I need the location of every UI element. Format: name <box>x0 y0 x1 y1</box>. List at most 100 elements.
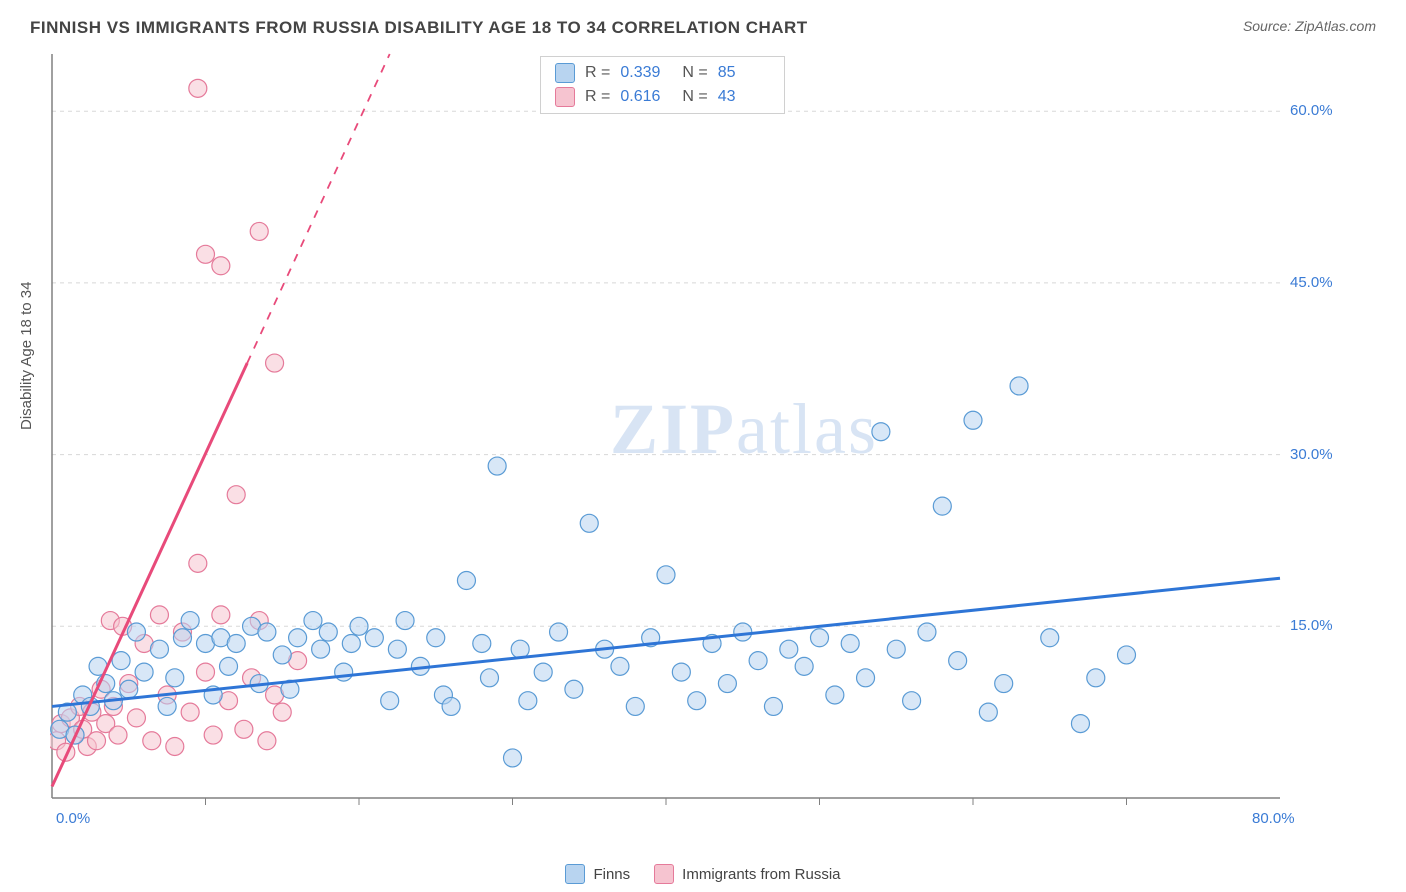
scatter-point <box>427 629 445 647</box>
x-tick-label: 0.0% <box>56 810 90 827</box>
scatter-point <box>734 623 752 641</box>
legend-bottom: Finns Immigrants from Russia <box>0 864 1406 884</box>
legend-item: Finns <box>565 864 630 884</box>
scatter-point <box>189 554 207 572</box>
scatter-point <box>887 640 905 658</box>
scatter-point <box>258 732 276 750</box>
scatter-point <box>388 640 406 658</box>
scatter-point <box>626 697 644 715</box>
scatter-point <box>109 726 127 744</box>
scatter-point <box>1087 669 1105 687</box>
scatter-point <box>857 669 875 687</box>
scatter-point <box>150 640 168 658</box>
scatter-point <box>312 640 330 658</box>
stat-row: R =0.616N =43 <box>541 85 784 109</box>
stat-r-label: R = <box>585 64 610 82</box>
scatter-point <box>979 703 997 721</box>
y-tick-label: 30.0% <box>1290 446 1333 463</box>
scatter-point <box>235 720 253 738</box>
scatter-point <box>181 612 199 630</box>
scatter-point <box>1041 629 1059 647</box>
scatter-point <box>350 617 368 635</box>
scatter-point <box>534 663 552 681</box>
scatter-point <box>381 692 399 710</box>
scatter-point <box>273 703 291 721</box>
stat-n-value: 43 <box>718 88 770 106</box>
scatter-point <box>1010 377 1028 395</box>
scatter-point <box>964 411 982 429</box>
scatter-point <box>120 680 138 698</box>
scatter-point <box>227 486 245 504</box>
scatter-point <box>749 652 767 670</box>
scatter-point <box>550 623 568 641</box>
stat-r-value: 0.616 <box>620 88 672 106</box>
legend-swatch <box>555 87 575 107</box>
chart-area: ZIPatlas R =0.339N =85R =0.616N =43 <box>50 48 1406 823</box>
scatter-point <box>611 657 629 675</box>
legend-swatch <box>654 864 674 884</box>
trend-line-dashed <box>247 54 389 363</box>
stat-n-label: N = <box>682 64 707 82</box>
scatter-point <box>811 629 829 647</box>
scatter-point <box>1118 646 1136 664</box>
scatter-point <box>1071 715 1089 733</box>
scatter-point <box>841 634 859 652</box>
x-tick-label: 80.0% <box>1252 810 1295 827</box>
scatter-point <box>220 657 238 675</box>
y-tick-label: 60.0% <box>1290 102 1333 119</box>
scatter-point <box>250 222 268 240</box>
scatter-point <box>158 697 176 715</box>
scatter-point <box>127 709 145 727</box>
scatter-point <box>780 640 798 658</box>
scatter-point <box>319 623 337 641</box>
scatter-point <box>342 634 360 652</box>
scatter-point <box>365 629 383 647</box>
scatter-point <box>289 629 307 647</box>
scatter-point <box>457 572 475 590</box>
chart-title: FINNISH VS IMMIGRANTS FROM RUSSIA DISABI… <box>30 18 808 38</box>
legend-swatch <box>565 864 585 884</box>
scatter-point <box>166 737 184 755</box>
scatter-point <box>212 257 230 275</box>
y-axis-label: Disability Age 18 to 34 <box>18 282 35 430</box>
legend-label: Immigrants from Russia <box>682 866 840 883</box>
source-label: Source: ZipAtlas.com <box>1243 18 1376 34</box>
scatter-point <box>657 566 675 584</box>
scatter-point <box>127 623 145 641</box>
trend-line <box>52 363 247 787</box>
scatter-point <box>519 692 537 710</box>
scatter-point <box>918 623 936 641</box>
stat-n-value: 85 <box>718 64 770 82</box>
scatter-point <box>795 657 813 675</box>
scatter-point <box>204 726 222 744</box>
scatter-point <box>150 606 168 624</box>
scatter-point <box>826 686 844 704</box>
scatter-point <box>504 749 522 767</box>
scatter-point <box>197 245 215 263</box>
stat-row: R = 0.339 N = 85 <box>541 61 784 85</box>
scatter-point <box>995 675 1013 693</box>
scatter-point <box>764 697 782 715</box>
scatter-point <box>949 652 967 670</box>
scatter-point <box>112 652 130 670</box>
scatter-point <box>266 354 284 372</box>
scatter-point <box>258 623 276 641</box>
scatter-point <box>718 675 736 693</box>
scatter-point <box>688 692 706 710</box>
scatter-point <box>189 79 207 97</box>
scatter-point <box>488 457 506 475</box>
scatter-point <box>565 680 583 698</box>
legend-swatch <box>555 63 575 83</box>
scatter-point <box>166 669 184 687</box>
stat-r-value: 0.339 <box>620 64 672 82</box>
scatter-point <box>135 663 153 681</box>
scatter-point <box>197 663 215 681</box>
correlation-stat-box: R = 0.339 N = 85 R =0.616N =43 <box>540 56 785 114</box>
scatter-point <box>227 634 245 652</box>
legend-item: Immigrants from Russia <box>654 864 840 884</box>
scatter-point <box>872 423 890 441</box>
y-tick-label: 45.0% <box>1290 274 1333 291</box>
scatter-point <box>903 692 921 710</box>
scatter-point <box>212 606 230 624</box>
scatter-point <box>173 629 191 647</box>
